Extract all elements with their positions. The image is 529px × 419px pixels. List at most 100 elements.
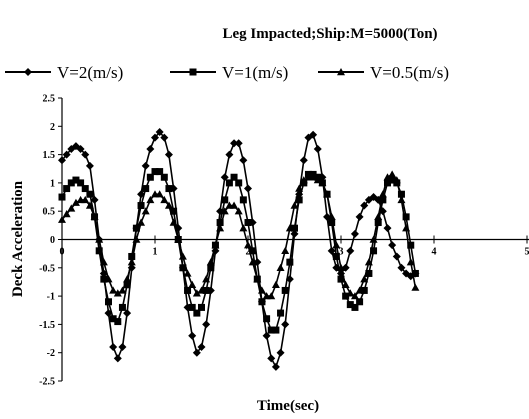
data-point — [220, 207, 229, 215]
data-point — [235, 179, 243, 187]
series-diamond — [58, 127, 420, 371]
data-point — [174, 235, 183, 243]
y-tick-label: -0.5 — [39, 263, 55, 274]
data-point — [291, 224, 298, 232]
data-point — [346, 289, 355, 297]
data-point — [364, 258, 373, 266]
data-point — [272, 326, 280, 334]
data-point — [160, 133, 169, 142]
data-point — [188, 331, 197, 340]
data-point — [113, 354, 122, 363]
data-point — [197, 343, 206, 352]
data-point — [118, 303, 126, 311]
data-point — [90, 212, 99, 221]
data-point — [370, 247, 378, 255]
data-point — [184, 286, 192, 294]
data-point — [244, 219, 252, 227]
data-point — [267, 292, 276, 300]
data-point — [332, 252, 340, 260]
data-point — [123, 275, 132, 283]
data-point — [281, 320, 290, 329]
data-point — [402, 224, 411, 232]
y-tick-label: -2 — [47, 348, 55, 359]
legend-marker — [189, 68, 197, 76]
data-point — [383, 173, 392, 181]
data-point — [86, 190, 94, 198]
data-point — [137, 202, 145, 210]
data-point — [239, 224, 248, 232]
data-point — [402, 213, 410, 221]
x-tick-label: 4 — [432, 247, 437, 258]
data-point — [202, 320, 211, 329]
data-point — [360, 286, 368, 294]
data-point — [378, 190, 387, 198]
data-point — [332, 241, 341, 249]
data-point — [295, 196, 303, 204]
legend-entry: V=1(m/s) — [170, 63, 288, 82]
data-point — [309, 130, 318, 139]
data-point — [327, 212, 336, 221]
data-point — [95, 247, 103, 255]
data-point — [337, 275, 345, 283]
data-point — [197, 286, 206, 294]
y-tick-label: 0 — [50, 235, 55, 246]
data-point — [392, 176, 401, 184]
data-point — [77, 179, 85, 187]
y-axis-label: Deck Acceleration — [10, 180, 26, 297]
data-point — [384, 179, 391, 187]
data-point — [146, 195, 155, 204]
x-tick-label: 5 — [525, 247, 529, 258]
data-point — [160, 173, 168, 181]
data-point — [100, 275, 108, 283]
data-point — [202, 286, 210, 294]
data-point — [216, 219, 224, 227]
data-point — [397, 190, 405, 198]
data-point — [263, 315, 271, 323]
data-point — [271, 280, 280, 288]
data-point — [67, 204, 76, 212]
data-point — [285, 224, 294, 232]
data-point — [244, 184, 252, 193]
data-point — [225, 179, 233, 187]
y-tick-label: 2.5 — [43, 94, 56, 105]
data-point — [128, 252, 136, 260]
data-point — [327, 246, 336, 255]
data-point — [188, 303, 196, 311]
data-point — [234, 207, 243, 215]
data-point — [104, 275, 113, 283]
legend-marker — [337, 68, 345, 76]
x-tick-label: 3 — [339, 247, 344, 258]
data-point — [127, 258, 136, 266]
series-square — [58, 168, 419, 334]
data-point — [206, 258, 215, 266]
data-point — [350, 292, 359, 300]
data-point — [142, 185, 150, 193]
data-point — [365, 269, 373, 277]
data-point — [155, 190, 164, 198]
series-line — [61, 170, 417, 331]
data-point — [123, 281, 131, 289]
data-point — [346, 301, 354, 309]
data-point — [220, 173, 229, 182]
data-point — [63, 185, 71, 193]
data-point — [170, 207, 178, 215]
data-point — [81, 185, 89, 193]
data-point — [342, 292, 350, 300]
data-point — [276, 348, 285, 357]
data-point — [211, 241, 220, 249]
data-point — [193, 309, 201, 317]
x-axis-label: Time(sec) — [257, 398, 319, 414]
data-point — [248, 258, 257, 266]
data-point — [337, 263, 345, 271]
legend-label: V=0.5(m/s) — [370, 63, 449, 82]
data-point — [109, 315, 117, 323]
data-point — [188, 280, 197, 288]
chart-title: Leg Impacted;Ship:M=5000(Ton) — [222, 26, 437, 42]
series-triangle — [58, 170, 420, 300]
data-point — [313, 176, 322, 184]
data-point — [234, 139, 243, 148]
data-point — [141, 207, 150, 215]
y-axis-ticks: 2.5 2 1.5 1 0.5 0 -0.5 -1 -1.5 -2 -2.5 — [39, 94, 62, 388]
data-point — [262, 331, 271, 340]
data-point — [225, 150, 234, 159]
